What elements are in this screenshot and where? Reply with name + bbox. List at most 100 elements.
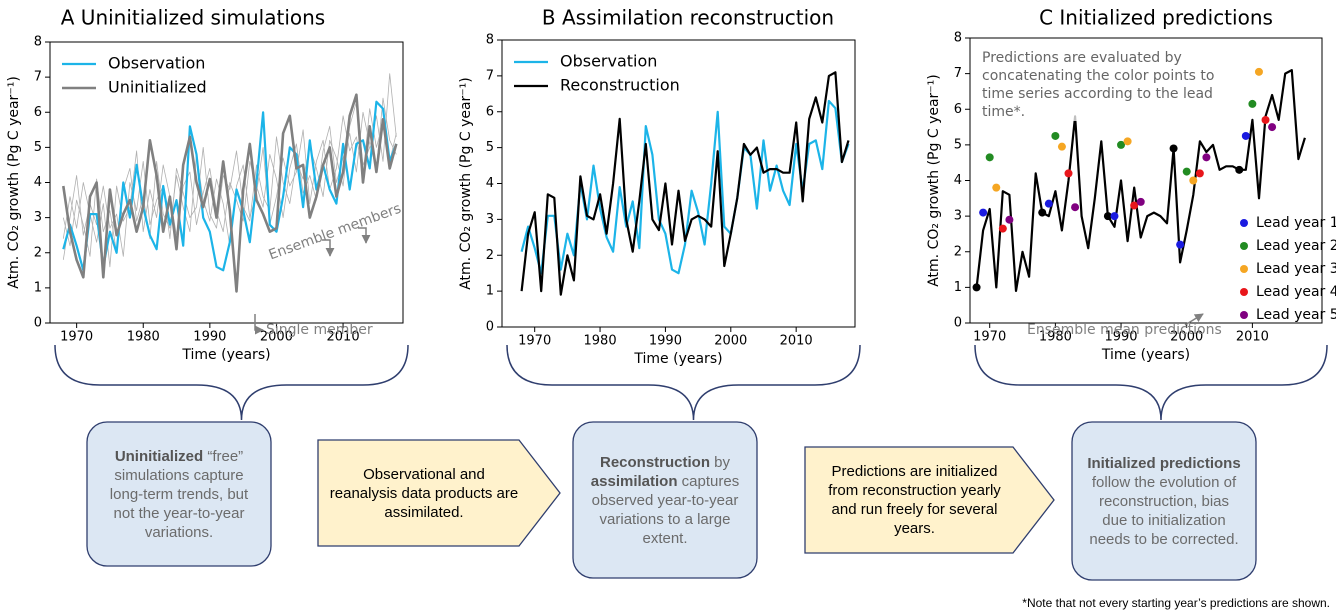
data-point bbox=[979, 208, 988, 217]
chart-title: A Uninitialized simulations bbox=[61, 6, 325, 30]
y-tick-label: 2 bbox=[34, 245, 42, 260]
y-tick-label: 3 bbox=[34, 210, 42, 225]
flow-text-part: captures observed year-to-year variation… bbox=[591, 472, 740, 547]
x-tick-label: 2000 bbox=[714, 334, 747, 349]
flow-text-part: follow the evolution of reconstruction, … bbox=[1089, 473, 1239, 548]
x-tick-label: 2000 bbox=[1170, 330, 1203, 345]
annotation: Predictions are evaluated by concatenati… bbox=[982, 50, 1215, 120]
x-axis-label: Time (years) bbox=[181, 347, 270, 363]
data-point bbox=[1261, 115, 1270, 124]
x-tick-label: 1980 bbox=[127, 330, 160, 345]
data-point bbox=[1103, 212, 1112, 221]
y-tick-label: 0 bbox=[486, 320, 494, 335]
x-tick-label: 1990 bbox=[649, 334, 682, 349]
flow-text-part: assimilation bbox=[590, 472, 678, 490]
x-tick-label: 2010 bbox=[1236, 330, 1269, 345]
brace bbox=[54, 344, 409, 421]
data-point bbox=[1005, 215, 1014, 224]
flow-arrow bbox=[804, 446, 1055, 554]
legend-label: Reconstruction bbox=[560, 76, 680, 95]
data-point bbox=[1182, 167, 1191, 176]
y-axis-label: Atm. CO₂ growth (Pg C year⁻¹) bbox=[6, 76, 22, 289]
x-tick-label: 2010 bbox=[780, 334, 813, 349]
flow-paragraph: Uninitialized “free” simulations capture… bbox=[101, 447, 257, 542]
y-tick-label: 1 bbox=[486, 284, 494, 299]
data-point bbox=[1169, 144, 1178, 153]
flow-arrow bbox=[317, 439, 561, 547]
data-point bbox=[1202, 153, 1211, 162]
brace bbox=[506, 344, 861, 421]
legend-marker bbox=[1240, 219, 1248, 227]
flow-paragraph: Reconstruction by assimilation captures … bbox=[587, 453, 743, 548]
flow-box bbox=[1071, 421, 1257, 581]
footnote: *Note that not every starting year’s pre… bbox=[1022, 596, 1330, 610]
chart-title: B Assimilation reconstruction bbox=[542, 6, 834, 30]
flow-text-part: Uninitialized bbox=[114, 447, 204, 465]
data-point bbox=[1176, 240, 1185, 249]
data-point bbox=[1136, 197, 1145, 206]
flow-text-part: Observational and reanalysis data produc… bbox=[329, 465, 519, 521]
flow-box bbox=[572, 421, 758, 579]
series-line bbox=[520, 71, 850, 296]
x-tick-label: 1980 bbox=[584, 334, 617, 349]
data-point bbox=[998, 224, 1007, 233]
data-point bbox=[1123, 137, 1132, 146]
x-tick-label: 1970 bbox=[973, 330, 1006, 345]
legend-marker bbox=[1240, 265, 1248, 273]
y-tick-label: 8 bbox=[34, 35, 42, 50]
x-tick-label: 1970 bbox=[518, 334, 551, 349]
brace bbox=[974, 344, 1328, 421]
data-point bbox=[1038, 208, 1047, 217]
x-tick-label: 1980 bbox=[1039, 330, 1072, 345]
flow-paragraph: Initialized predictions follow the evolu… bbox=[1086, 454, 1242, 549]
y-tick-label: 4 bbox=[34, 175, 42, 190]
flow-paragraph: Observational and reanalysis data produc… bbox=[328, 465, 520, 522]
annotation-arrow bbox=[1184, 313, 1204, 326]
flow-text: Reconstruction by assimilation captures … bbox=[587, 422, 743, 578]
annotation: Ensemble mean predictions bbox=[1027, 322, 1222, 338]
x-axis-label: Time (years) bbox=[633, 351, 722, 367]
y-tick-label: 6 bbox=[486, 104, 494, 119]
flow-text-part: Reconstruction bbox=[599, 453, 710, 471]
legend-label: Lead year 5 bbox=[1256, 307, 1336, 323]
legend-label: Uninitialized bbox=[108, 78, 207, 97]
y-tick-label: 5 bbox=[34, 140, 42, 155]
data-point bbox=[1117, 140, 1126, 149]
annotation: Ensemble members bbox=[267, 201, 404, 264]
y-tick-label: 6 bbox=[954, 102, 962, 117]
data-point bbox=[985, 153, 994, 162]
plot-frame bbox=[501, 39, 856, 328]
y-tick-label: 2 bbox=[954, 244, 962, 259]
data-point bbox=[992, 183, 1001, 192]
plot-frame bbox=[969, 37, 1323, 324]
data-point bbox=[1071, 203, 1080, 212]
y-tick-label: 5 bbox=[486, 140, 494, 155]
y-tick-label: 4 bbox=[954, 173, 962, 188]
legend-label: Observation bbox=[108, 54, 205, 73]
legend-marker bbox=[1240, 242, 1248, 250]
data-point bbox=[1110, 212, 1119, 221]
series-line bbox=[62, 100, 398, 272]
flow-box bbox=[86, 421, 272, 567]
flow-text: Initialized predictions follow the evolu… bbox=[1086, 422, 1242, 580]
data-point bbox=[1057, 142, 1066, 151]
y-tick-label: 6 bbox=[34, 105, 42, 120]
data-point bbox=[1254, 67, 1263, 76]
flow-text-part: Predictions are initialized from reconst… bbox=[828, 463, 1001, 537]
annotation-arrow bbox=[254, 314, 264, 335]
y-tick-label: 4 bbox=[486, 176, 494, 191]
flow-text: Uninitialized “free” simulations capture… bbox=[101, 422, 257, 566]
y-tick-label: 3 bbox=[954, 209, 962, 224]
y-tick-label: 8 bbox=[486, 33, 494, 48]
legend-marker bbox=[1240, 288, 1248, 296]
data-point bbox=[1064, 169, 1073, 178]
y-axis-label: Atm. CO₂ growth (Pg C year⁻¹) bbox=[926, 74, 942, 287]
annotation: Single member bbox=[266, 322, 373, 338]
y-tick-label: 7 bbox=[34, 70, 42, 85]
data-point bbox=[1130, 201, 1139, 210]
legend-marker bbox=[1240, 311, 1248, 319]
flow-text: Observational and reanalysis data produc… bbox=[328, 440, 520, 546]
x-tick-label: 2000 bbox=[260, 330, 293, 345]
